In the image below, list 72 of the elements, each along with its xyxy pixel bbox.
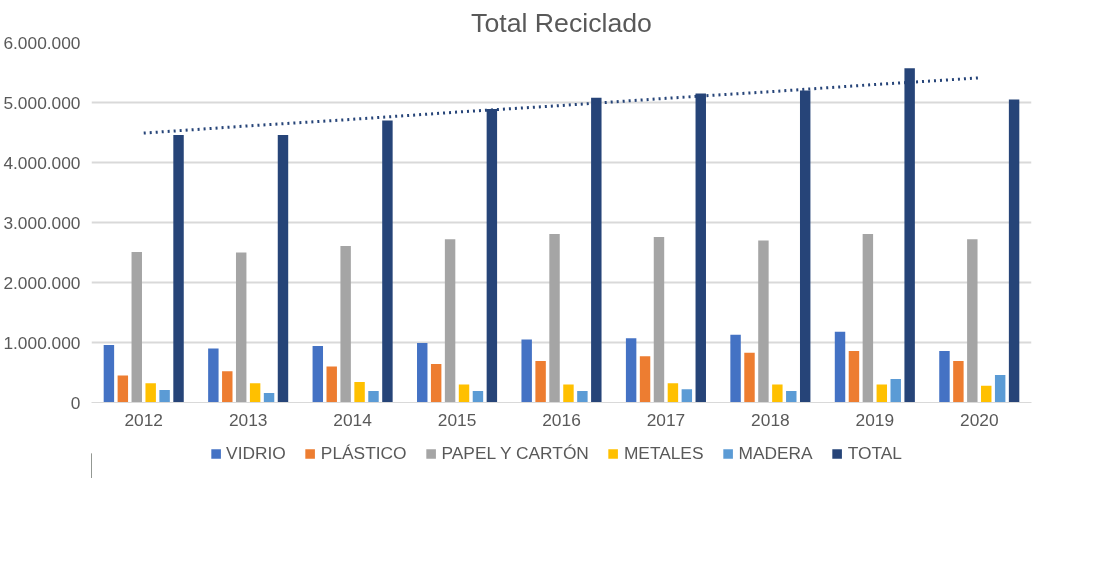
legend-label: METALES [623,442,704,464]
bar [472,391,484,403]
bar [981,385,992,403]
legend-label: PAPEL Y CARTÓN [441,442,589,464]
y-tick-label: 2.000.000 [3,272,81,293]
bar [834,331,846,403]
bar [458,384,470,403]
bar [235,252,247,403]
x-tick-label: 2019 [855,409,895,430]
bar [173,134,184,403]
legend-label: VIDRIO [226,442,286,464]
bar [890,379,901,403]
bar [277,134,289,403]
x-tick-label: 2013 [228,409,268,430]
bar [131,251,142,403]
y-tick-label: 6.000.000 [3,32,81,53]
x-tick-label: 2018 [751,409,790,430]
bar [117,375,129,403]
bar [625,338,637,403]
bar [521,339,532,403]
bar [577,391,588,403]
bar [744,352,755,403]
x-tick-label: 2015 [437,409,477,430]
x-tick-label: 2017 [646,409,686,430]
y-tick-label: 3.000.000 [3,212,81,233]
bar [103,344,115,403]
bar [862,233,874,403]
bar [326,366,337,403]
bar [786,391,797,403]
bar [444,239,456,403]
y-tick-label: 0 [70,392,81,413]
bar [312,346,324,403]
x-tick-label: 2016 [542,409,581,430]
bar [653,236,665,403]
bar [159,389,170,403]
bar [681,389,693,403]
bar [145,383,156,403]
bar [848,350,860,403]
bar [876,384,888,403]
bar [772,384,783,403]
bar [967,239,978,403]
y-tick-label: 1.000.000 [3,332,81,353]
x-tick-label: 2014 [333,409,373,430]
bar [730,334,741,403]
bar [667,383,679,403]
bar [222,371,233,403]
bar [953,361,964,403]
bar [263,392,275,403]
bar [417,343,428,403]
legend-label: MADERA [738,442,813,464]
x-tick-label: 2020 [960,409,999,430]
bar [354,382,365,403]
bar [639,356,651,403]
x-tick-label: 2012 [124,409,164,430]
bar [382,120,393,403]
bar [430,364,442,403]
bar [758,240,769,403]
bar [994,374,1006,403]
bar [549,233,560,403]
bar [1008,99,1020,403]
bar [939,350,950,403]
bar [563,384,574,403]
bar [368,391,379,403]
y-tick-label: 5.000.000 [3,92,81,113]
chart-title: Total Reciclado [471,7,652,38]
y-tick-label: 4.000.000 [3,152,81,173]
bar [535,361,546,403]
legend-label: PLÁSTICO [320,442,407,464]
bar [340,245,351,403]
bar [208,348,219,403]
legend-label: TOTAL [847,442,902,464]
bar [249,383,261,403]
